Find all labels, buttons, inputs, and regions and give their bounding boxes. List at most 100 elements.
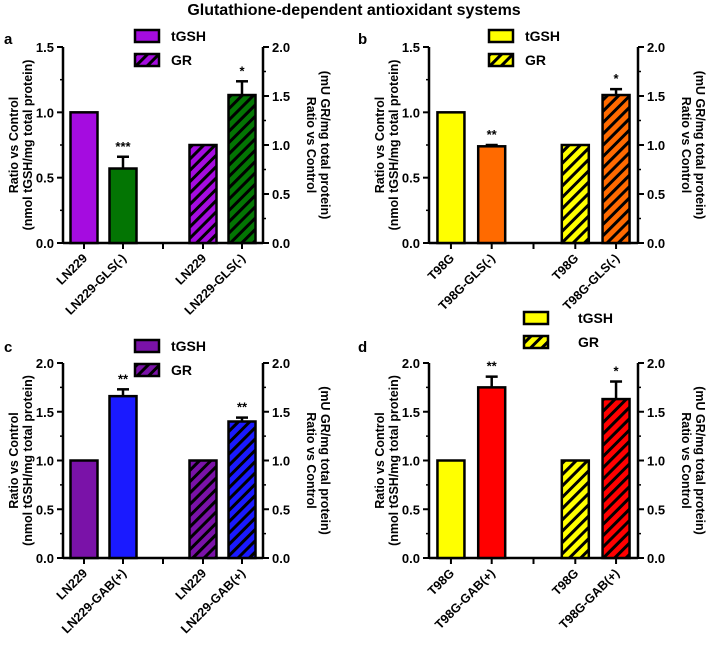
right-axis-label-line1: Ratio vs Control <box>304 97 318 194</box>
right-axis-label-line2: (mU GR/mg total protein) <box>318 71 332 220</box>
right-tick-label: 0.5 <box>647 187 665 202</box>
bar-tgsh-control <box>436 459 466 560</box>
bar-gr-treated <box>601 93 631 245</box>
left-tick-label: 1.0 <box>402 105 420 120</box>
panel-label: b <box>358 31 367 48</box>
panel-label: c <box>4 339 12 356</box>
left-tick-label: 1.0 <box>402 454 420 469</box>
panel-label: d <box>358 339 367 356</box>
bar-gr-treated <box>601 397 631 560</box>
left-tick-label: 1.0 <box>36 454 54 469</box>
legend-swatch-tgsh <box>133 28 161 44</box>
right-tick-label: 1.0 <box>272 138 290 153</box>
legend-label: tGSH <box>525 28 560 44</box>
right-tick-label: 2.0 <box>647 40 665 55</box>
right-axis-label-line2: (mU GR/mg total protein) <box>693 386 707 535</box>
left-axis-label-line1: Ratio vs Control <box>373 412 387 509</box>
left-tick-label: 0.5 <box>36 502 54 517</box>
right-tick-label: 1.5 <box>647 405 665 420</box>
bar-tgsh-treated <box>476 145 507 245</box>
legend-swatch-gr <box>487 52 515 68</box>
left-axis-label-line2: (nmol tGSH/mg total protein) <box>21 375 35 546</box>
left-tick-label: 1.5 <box>36 405 54 420</box>
legend-swatch-tgsh <box>522 310 550 326</box>
bar-tgsh-control <box>436 111 466 245</box>
significance-label: * <box>239 63 245 78</box>
right-tick-label: 1.5 <box>272 405 290 420</box>
legend-label: GR <box>171 52 192 68</box>
right-tick-label: 0.5 <box>647 502 665 517</box>
legend-label: tGSH <box>171 28 206 44</box>
right-tick-label: 2.0 <box>272 356 290 371</box>
legend-swatch-tgsh <box>133 338 161 354</box>
panel-c-chart: c 0.0 0.5 1.0 1.5 2.0 0.0 0.5 1.0 1.5 2.0 Ratio vs … <box>4 338 332 636</box>
right-axis-label-line1: Ratio vs Control <box>304 412 318 509</box>
significance-label: ** <box>487 359 498 374</box>
right-tick-label: 0.0 <box>647 551 665 566</box>
significance-label: * <box>614 71 620 86</box>
panel-d-chart: d 0.0 0.5 1.0 1.5 2.0 0.0 0.5 1.0 1.5 2.0 Ratio vs … <box>358 310 707 632</box>
bar-tgsh-treated <box>476 386 507 560</box>
right-axis-label-line1: Ratio vs Control <box>679 412 693 509</box>
left-tick-label: 1.0 <box>36 105 54 120</box>
legend-label: GR <box>171 362 192 378</box>
left-tick-label: 0.5 <box>402 502 420 517</box>
left-tick-label: 1.5 <box>402 405 420 420</box>
right-tick-label: 0.0 <box>272 236 290 251</box>
panel-a-chart: a 0.0 0.5 1.0 1.5 0.0 0.5 1.0 1.5 2.0 Ratio vs Con… <box>4 28 332 318</box>
right-tick-label: 0.0 <box>647 236 665 251</box>
right-axis-label-line2: (mU GR/mg total protein) <box>318 386 332 535</box>
bar-gr-treated <box>227 93 257 245</box>
x-tick-label: LN229 <box>54 251 90 287</box>
panel-label: a <box>4 31 13 48</box>
significance-label: *** <box>115 139 131 154</box>
x-tick-label: T98G <box>425 251 457 283</box>
bar-gr-control <box>560 143 591 245</box>
left-tick-label: 2.0 <box>402 356 420 371</box>
right-tick-label: 1.0 <box>272 454 290 469</box>
right-tick-label: 0.5 <box>272 187 290 202</box>
legend-label: tGSH <box>171 338 206 354</box>
x-tick-label: T98G <box>425 566 457 598</box>
figure-title: Glutathione-dependent antioxidant system… <box>187 2 521 19</box>
right-tick-label: 1.5 <box>647 89 665 104</box>
right-tick-label: 2.0 <box>272 40 290 55</box>
left-axis-label-line2: (nmol tGSH/mg total protein) <box>21 60 35 231</box>
x-tick-label: LN229 <box>173 566 209 602</box>
left-tick-label: 0.5 <box>402 171 420 186</box>
significance-label: ** <box>118 371 129 386</box>
legend-label: GR <box>525 52 546 68</box>
right-tick-label: 2.0 <box>647 356 665 371</box>
right-tick-label: 0.0 <box>272 551 290 566</box>
bar-gr-control <box>188 143 218 245</box>
right-axis-label-line2: (mU GR/mg total protein) <box>693 71 707 220</box>
left-axis-label-line1: Ratio vs Control <box>373 97 387 194</box>
bar-tgsh-control <box>69 459 99 560</box>
panel-b-chart: b 0.0 0.5 1.0 1.5 0.0 0.5 1.0 1.5 2.0 Ratio vs Con… <box>358 28 707 313</box>
bar-tgsh-control <box>69 111 99 245</box>
significance-label: ** <box>487 127 498 142</box>
left-axis-label-line2: (nmol tGSH/mg total protein) <box>387 60 401 231</box>
left-tick-label: 2.0 <box>36 356 54 371</box>
x-tick-label: T98G <box>549 566 581 598</box>
left-tick-label: 1.5 <box>36 40 54 55</box>
right-axis-label-line1: Ratio vs Control <box>679 97 693 194</box>
significance-label: * <box>614 364 620 379</box>
legend-swatch-tgsh <box>487 28 515 44</box>
bar-gr-treated <box>227 420 257 560</box>
bar-gr-control <box>188 459 218 560</box>
left-axis-label-line1: Ratio vs Control <box>7 412 21 509</box>
legend-swatch-gr <box>133 52 161 68</box>
left-tick-label: 0.5 <box>36 171 54 186</box>
left-tick-label: 0.0 <box>402 551 420 566</box>
left-axis-label-line1: Ratio vs Control <box>7 97 21 194</box>
legend-swatch-gr <box>522 334 550 350</box>
legend-label: tGSH <box>578 310 613 326</box>
left-tick-label: 0.0 <box>402 236 420 251</box>
right-tick-label: 0.5 <box>272 502 290 517</box>
bar-tgsh-treated <box>108 167 138 245</box>
left-tick-label: 0.0 <box>36 551 54 566</box>
legend-label: GR <box>578 334 599 350</box>
x-tick-label: LN229 <box>173 251 209 287</box>
left-tick-label: 0.0 <box>36 236 54 251</box>
